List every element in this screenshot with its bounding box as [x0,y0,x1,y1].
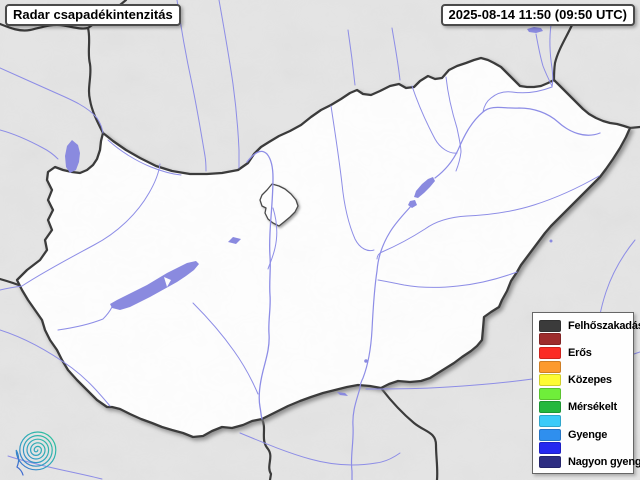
budapest-boundary [259,183,299,227]
small-lake [337,392,348,396]
legend-row: Nagyon gyenge [539,455,640,469]
intensity-legend-panel: Felhőszakadás Erős Közepes Mérsékelt [532,312,640,474]
legend-label: Gyenge [568,428,608,441]
legend-row: Erős [539,346,633,360]
legend-swatch [539,360,561,373]
legend-row [539,360,633,374]
legend-swatch [539,346,561,359]
legend-swatch [539,414,561,427]
legend-row [539,387,633,401]
legend-label: Közepes [568,374,612,387]
legend-swatch [539,319,561,332]
legend-row [539,441,633,455]
legend-label: Erős [568,346,592,359]
legend-row: Közepes [539,373,633,387]
spiral-logo-icon [15,431,57,476]
river-tisza-lower [350,204,413,480]
small-lake [364,359,368,363]
legend-label: Felhőszakadás [568,319,640,332]
page-title: Radar csapadékintenzitás [13,7,173,22]
lakes [65,27,553,396]
timestamp: 2025-08-14 11:50 (09:50 UTC) [448,7,628,22]
legend-swatch [539,428,561,441]
legend-row [539,333,633,347]
legend-label: Nagyon gyenge [568,455,640,468]
legend-row: Gyenge [539,428,633,442]
legend-swatch [539,333,561,346]
river-danube [246,150,274,420]
lake-zemplinska [527,27,543,33]
legend-swatch [539,442,561,455]
tihany-peninsula [164,277,171,287]
legend-swatch [539,455,561,468]
legend-label: Mérsékelt [568,401,617,414]
small-lake [549,239,553,243]
lake-balaton [110,261,199,310]
timestamp-badge: 2025-08-14 11:50 (09:50 UTC) [440,4,635,26]
lake-velence [228,237,241,244]
legend-swatch [539,401,561,414]
legend-swatch [539,387,561,400]
legend-row: Felhőszakadás [539,319,640,333]
legend-row: Mérsékelt [539,401,633,415]
legend-swatch [539,374,561,387]
lake-ferto [65,140,80,173]
lake-tisza [408,177,435,208]
map-title-badge: Radar csapadékintenzitás [5,4,181,26]
legend-row [539,414,633,428]
